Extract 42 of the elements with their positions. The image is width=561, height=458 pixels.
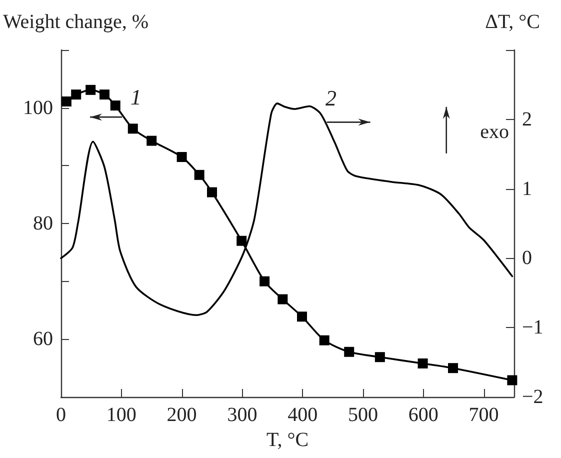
point xyxy=(236,236,247,246)
point xyxy=(319,335,330,346)
point xyxy=(110,100,120,111)
point xyxy=(128,124,138,134)
y2-tick-label: 0 xyxy=(522,247,532,270)
y-tick-label: 60 xyxy=(33,328,53,350)
x-tick-label: 300 xyxy=(227,404,258,426)
point xyxy=(448,363,458,374)
x-tick-label: 600 xyxy=(408,404,438,426)
point xyxy=(86,84,96,95)
y2-tick-label: −1 xyxy=(522,316,544,339)
x-tick-label: 100 xyxy=(106,404,136,426)
point xyxy=(278,294,288,304)
y-tick-label: 100 xyxy=(23,96,53,119)
y-axis-title: Weight change, % xyxy=(3,11,149,33)
point xyxy=(260,276,270,286)
point xyxy=(176,152,187,162)
point xyxy=(507,375,518,386)
annotation: exo xyxy=(480,120,510,143)
y2-tick-label: −2 xyxy=(522,386,544,408)
point xyxy=(194,170,204,180)
point xyxy=(146,136,157,146)
point xyxy=(99,90,110,100)
series-label: 1 xyxy=(130,84,142,110)
y2-tick-label: 1 xyxy=(522,178,532,200)
point xyxy=(71,90,82,100)
series-label: 2 xyxy=(325,85,336,110)
point xyxy=(374,352,385,362)
y-tick-label: 80 xyxy=(33,212,53,234)
y2-tick-label: 2 xyxy=(522,108,532,130)
x-tick-label: 200 xyxy=(166,404,197,426)
x-tick-label: 700 xyxy=(468,404,499,426)
x-tick-label: 500 xyxy=(348,404,378,426)
x-tick-label: 0 xyxy=(56,404,66,426)
x-tick-label: 400 xyxy=(288,404,318,426)
point xyxy=(61,96,72,106)
point xyxy=(207,187,217,198)
point xyxy=(296,312,307,322)
point xyxy=(344,346,354,357)
y2-axis-title: ΔT, °C xyxy=(485,11,540,33)
x-axis-title: T, °C xyxy=(266,428,309,451)
point xyxy=(418,358,428,368)
